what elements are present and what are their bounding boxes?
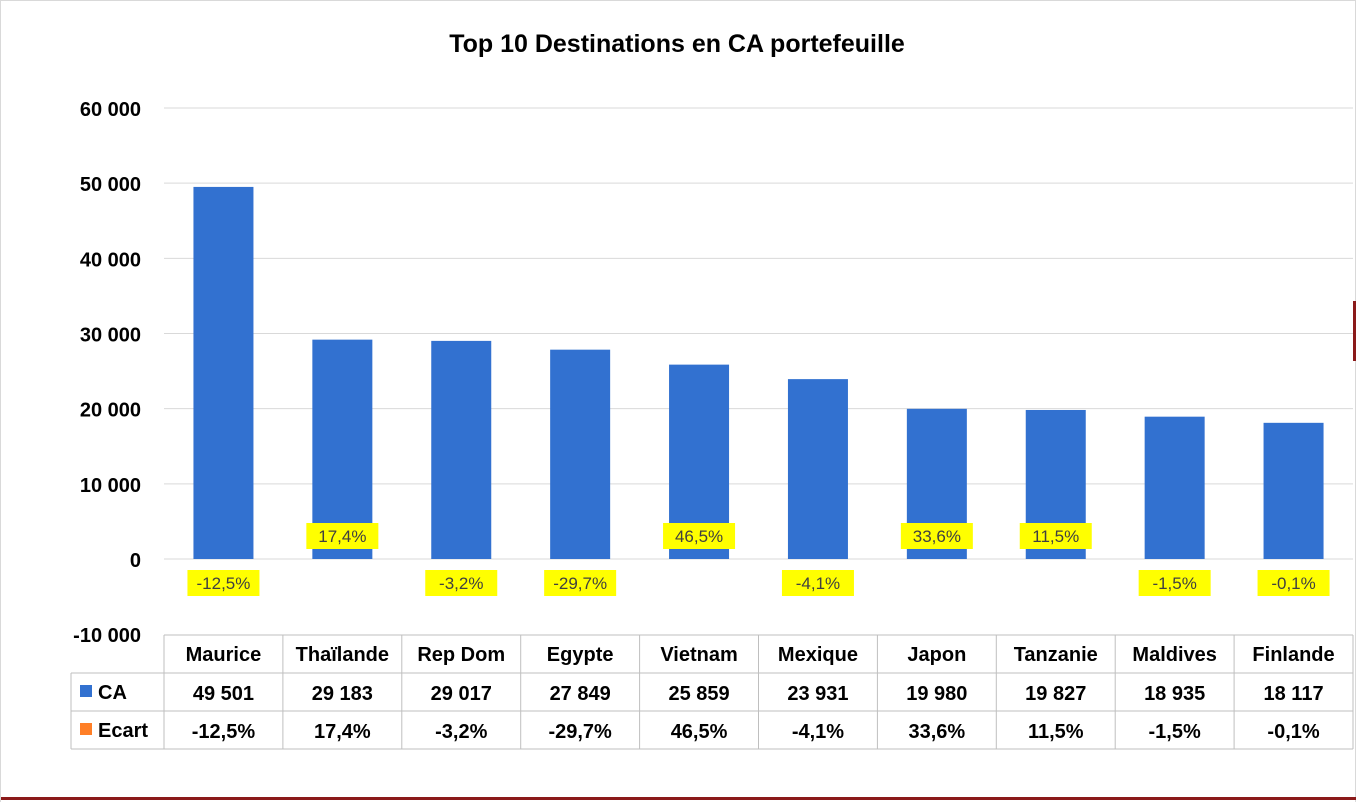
bar-maldives [1144, 416, 1205, 559]
category-label-vietnam: Vietnam [660, 644, 737, 666]
data-label-bg [781, 570, 854, 596]
category-label-egypte: Egypte [547, 644, 614, 666]
y-tick-label: 60 000 [80, 99, 141, 121]
table-cell-ecart: 46,5% [671, 721, 728, 743]
data-label-bg [663, 523, 736, 549]
table-cell-ca: 18 935 [1144, 683, 1205, 705]
table-cell-ca: 18 117 [1264, 683, 1324, 705]
data-label-ecart: 33,6% [913, 527, 961, 546]
data-label-ecart: -3,2% [439, 574, 483, 593]
table-cell-ecart: 17,4% [314, 721, 371, 743]
data-label-ecart: 11,5% [1032, 527, 1079, 546]
bar-egypte [550, 349, 611, 559]
table-cell-ecart: -4,1% [792, 721, 844, 743]
bar-finlande [1263, 422, 1324, 559]
table-cell-ecart: 11,5% [1028, 721, 1084, 743]
data-label-ecart: 46,5% [675, 527, 723, 546]
data-label-bg [900, 523, 973, 549]
bar-maurice [193, 186, 254, 559]
data-label-ecart: -0,1% [1271, 574, 1315, 593]
category-label-japon: Japon [907, 644, 966, 666]
data-labels: -12,5% 17,4% -3,2% -29,7% 46,5% -4,1% 33,6% 11,… [187, 523, 1330, 596]
data-label-ecart: -1,5% [1152, 574, 1196, 593]
legend-key-ecart [80, 723, 92, 735]
table-cell-ecart: -1,5% [1149, 721, 1201, 743]
y-tick-label: 30 000 [80, 325, 141, 347]
category-label-tanzanie: Tanzanie [1014, 644, 1098, 666]
data-label-bg [306, 523, 379, 549]
table-cell-ca: 25 859 [668, 683, 729, 705]
data-label-ecart: -12,5% [197, 574, 251, 593]
table-cell-ca: 29 183 [312, 683, 373, 705]
category-label-rep-dom: Rep Dom [417, 644, 505, 666]
y-tick-label: 0 [130, 550, 141, 572]
data-label-bg [1019, 523, 1092, 549]
bar-rep-dom [431, 340, 492, 559]
y-tick-label: 20 000 [80, 400, 141, 422]
bars [193, 186, 1324, 559]
table-cell-ca: 27 849 [550, 683, 611, 705]
table-cell-ecart: -0,1% [1267, 721, 1319, 743]
category-label-thailande: Thaïlande [296, 644, 389, 666]
data-label-bg [1257, 570, 1330, 596]
category-label-mexique: Mexique [778, 644, 858, 666]
bottom-border [1, 797, 1356, 800]
data-label-ecart: -29,7% [553, 574, 607, 593]
table-cell-ca: 23 931 [787, 683, 848, 705]
y-tick-label: -10 000 [73, 625, 141, 647]
y-tick-label: 40 000 [80, 249, 141, 271]
bar-mexique [787, 379, 848, 559]
data-label-bg [1138, 570, 1211, 596]
table-cell-ca: 49 501 [193, 683, 254, 705]
data-table: Maurice Thaïlande Rep Dom Egypte Vietnam Mexi… [70, 634, 1354, 750]
legend-label-ca: CA [98, 682, 127, 704]
category-label-maldives: Maldives [1132, 644, 1216, 666]
data-label-ecart: -4,1% [796, 574, 840, 593]
data-label-bg [425, 570, 498, 596]
legend-label-ecart: Ecart [98, 720, 148, 742]
right-edge-marker [1353, 301, 1356, 361]
table-cell-ecart: -3,2% [435, 721, 487, 743]
y-tick-label: 10 000 [80, 475, 141, 497]
data-label-bg [187, 570, 260, 596]
table-cell-ecart: -12,5% [192, 721, 256, 743]
table-cell-ca: 19 980 [906, 683, 967, 705]
data-label-bg [544, 570, 617, 596]
category-label-finlande: Finlande [1252, 644, 1334, 666]
y-tick-label: 50 000 [80, 174, 141, 196]
table-cell-ca: 29 017 [431, 683, 492, 705]
legend-key-ca [80, 685, 92, 697]
table-cell-ecart: -29,7% [548, 721, 612, 743]
data-label-ecart: 17,4% [318, 527, 366, 546]
table-cell-ca: 19 827 [1025, 683, 1086, 705]
chart-title: Top 10 Destinations en CA portefeuille [449, 30, 905, 58]
y-axis-ticks: 60 000 50 000 40 000 30 000 20 000 10 000 0 -10… [73, 99, 141, 647]
table-cell-ecart: 33,6% [908, 721, 965, 743]
category-label-maurice: Maurice [186, 644, 262, 666]
bar-thailande [312, 339, 373, 559]
